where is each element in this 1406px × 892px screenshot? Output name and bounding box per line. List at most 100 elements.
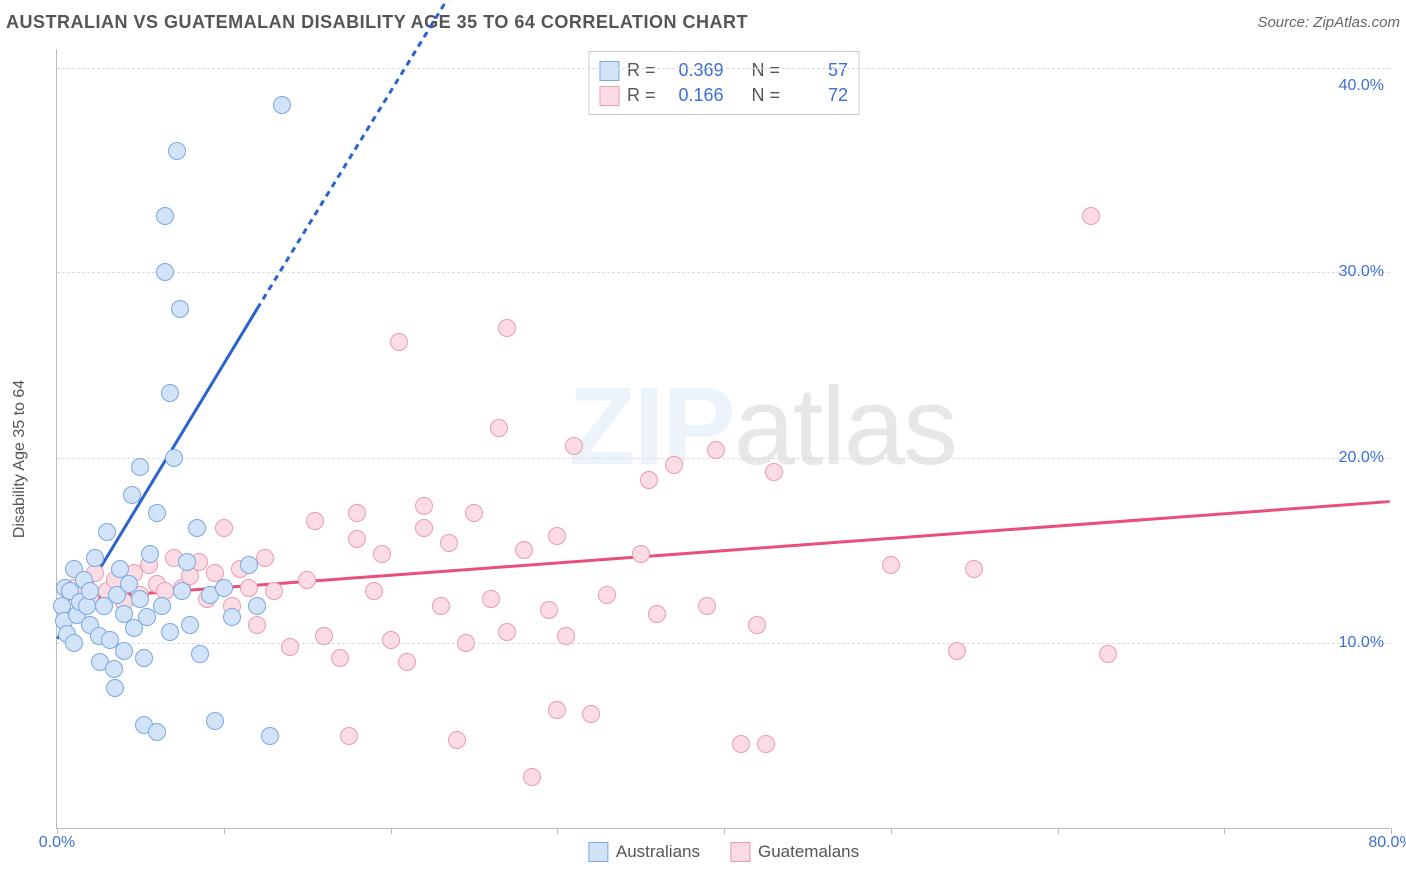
data-point (748, 616, 766, 634)
data-point (640, 471, 658, 489)
data-point (191, 645, 209, 663)
gridline (57, 643, 1390, 644)
stat-value: 0.369 (664, 60, 724, 81)
header: AUSTRALIAN VS GUATEMALAN DISABILITY AGE … (0, 0, 1406, 39)
data-point (465, 504, 483, 522)
data-point (373, 545, 391, 563)
data-point (206, 712, 224, 730)
data-point (382, 631, 400, 649)
data-point (315, 627, 333, 645)
data-point (398, 653, 416, 671)
data-point (156, 263, 174, 281)
data-point (181, 616, 199, 634)
data-point (161, 623, 179, 641)
data-point (707, 441, 725, 459)
y-axis-label: Disability Age 35 to 64 (11, 380, 29, 538)
data-point (415, 497, 433, 515)
x-tick-mark (724, 828, 725, 834)
data-point (306, 512, 324, 530)
data-point (540, 601, 558, 619)
x-tick-label: 80.0% (1368, 834, 1406, 852)
data-point (240, 579, 258, 597)
data-point (757, 735, 775, 753)
stat-label: R = (627, 85, 656, 106)
data-point (173, 582, 191, 600)
x-tick-label: 0.0% (39, 834, 75, 852)
x-tick-mark (557, 828, 558, 834)
swatch-icon (599, 86, 619, 106)
data-point (1082, 207, 1100, 225)
data-point (171, 300, 189, 318)
data-point (498, 319, 516, 337)
x-tick-mark (391, 828, 392, 834)
data-point (648, 605, 666, 623)
data-point (1099, 645, 1117, 663)
data-point (598, 586, 616, 604)
data-point (105, 660, 123, 678)
stat-value: 57 (788, 60, 848, 81)
data-point (765, 463, 783, 481)
stats-legend: R = 0.369 N = 57 R = 0.166 N = 72 (588, 51, 859, 115)
data-point (273, 96, 291, 114)
data-point (248, 616, 266, 634)
data-point (515, 541, 533, 559)
trend-line (257, 0, 473, 309)
data-point (298, 571, 316, 589)
data-point (215, 519, 233, 537)
data-point (138, 608, 156, 626)
data-point (261, 727, 279, 745)
data-point (86, 549, 104, 567)
data-point (457, 634, 475, 652)
data-point (482, 590, 500, 608)
data-point (348, 530, 366, 548)
data-point (565, 437, 583, 455)
x-tick-mark (891, 828, 892, 834)
data-point (141, 545, 159, 563)
data-point (390, 333, 408, 351)
gridline (57, 458, 1390, 459)
data-point (582, 705, 600, 723)
legend-item: Guatemalans (730, 842, 859, 862)
data-point (632, 545, 650, 563)
data-point (248, 597, 266, 615)
legend-label: Australians (616, 842, 700, 862)
data-point (123, 486, 141, 504)
data-point (432, 597, 450, 615)
data-point (240, 556, 258, 574)
data-point (340, 727, 358, 745)
data-point (548, 527, 566, 545)
x-tick-mark (1224, 828, 1225, 834)
data-point (448, 731, 466, 749)
chart-title: AUSTRALIAN VS GUATEMALAN DISABILITY AGE … (6, 12, 748, 33)
data-point (215, 579, 233, 597)
data-point (698, 597, 716, 615)
stat-value: 72 (788, 85, 848, 106)
gridline (57, 272, 1390, 273)
y-tick-label: 20.0% (1339, 449, 1384, 467)
data-point (490, 419, 508, 437)
data-point (106, 679, 124, 697)
data-point (65, 634, 83, 652)
data-point (156, 207, 174, 225)
data-point (153, 597, 171, 615)
data-point (498, 623, 516, 641)
stats-row: R = 0.369 N = 57 (599, 58, 848, 83)
plot-area: ZIPatlas R = 0.369 N = 57 R = 0.166 N = … (56, 49, 1390, 829)
x-tick-mark (224, 828, 225, 834)
data-point (168, 142, 186, 160)
data-point (348, 504, 366, 522)
data-point (131, 458, 149, 476)
data-point (131, 590, 149, 608)
data-point (223, 608, 241, 626)
x-tick-mark (1058, 828, 1059, 834)
data-point (161, 384, 179, 402)
trend-lines-layer (57, 49, 1390, 828)
data-point (178, 553, 196, 571)
data-point (148, 504, 166, 522)
chart: Disability Age 35 to 64 ZIPatlas R = 0.3… (6, 39, 1400, 879)
y-tick-label: 40.0% (1339, 77, 1384, 95)
data-point (135, 649, 153, 667)
data-point (440, 534, 458, 552)
y-tick-label: 10.0% (1339, 634, 1384, 652)
swatch-icon (588, 842, 608, 862)
